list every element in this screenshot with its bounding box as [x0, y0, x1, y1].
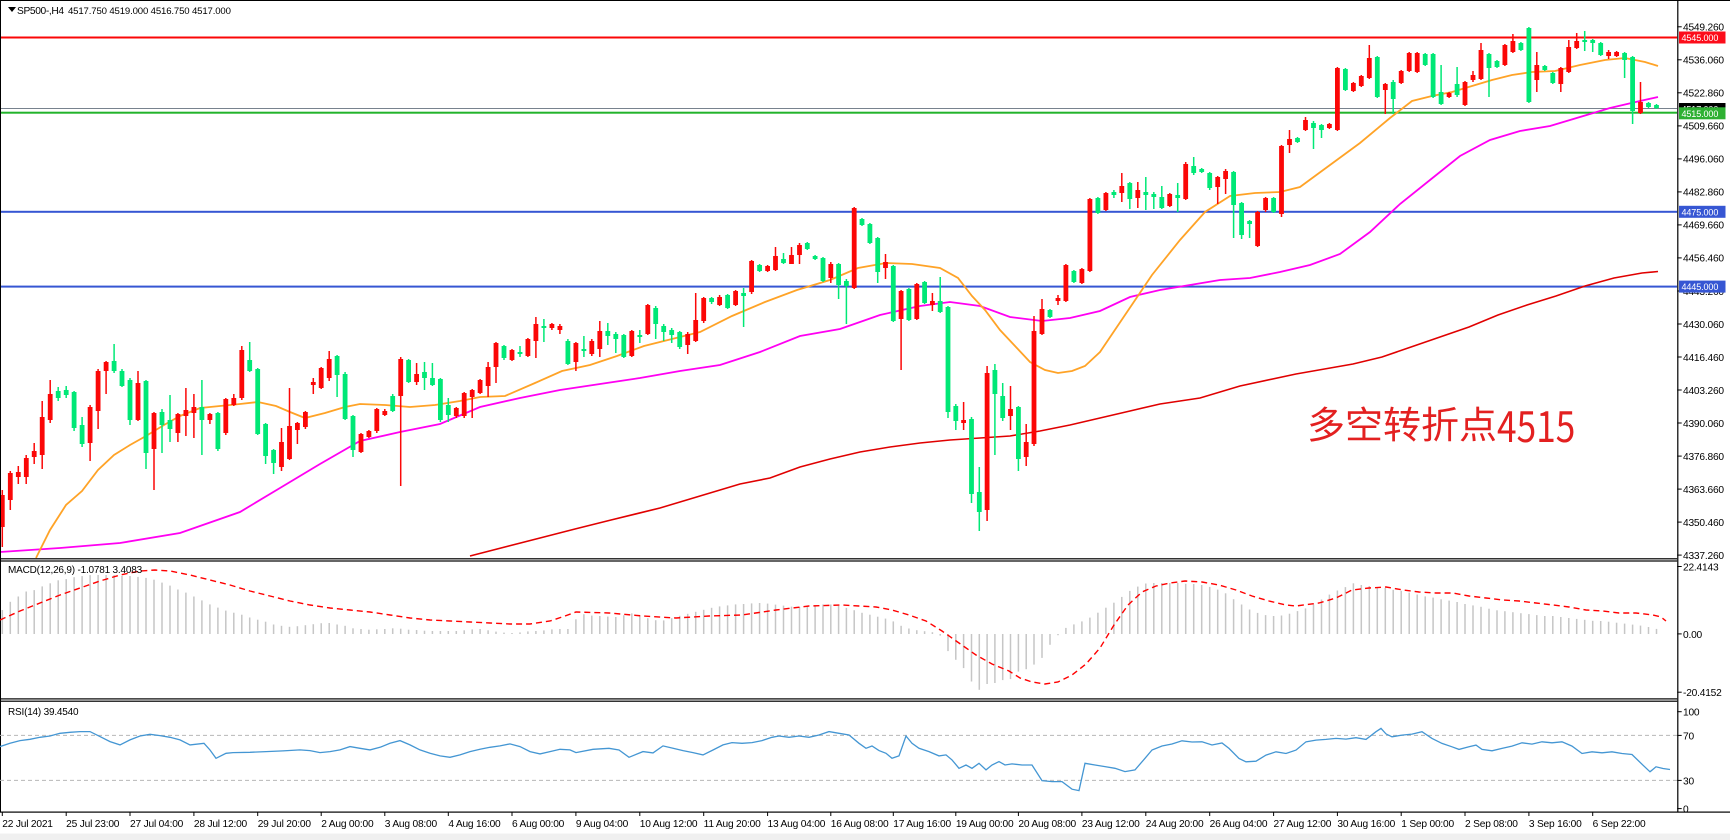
svg-text:70: 70	[1683, 731, 1694, 742]
svg-text:13 Aug 04:00: 13 Aug 04:00	[768, 819, 826, 830]
svg-text:100: 100	[1683, 708, 1700, 719]
svg-text:6 Sep 22:00: 6 Sep 22:00	[1593, 819, 1646, 830]
svg-text:23 Aug 12:00: 23 Aug 12:00	[1082, 819, 1140, 830]
svg-text:4475.000: 4475.000	[1682, 207, 1719, 217]
svg-text:22.4143: 22.4143	[1683, 563, 1719, 574]
svg-text:4376.860: 4376.860	[1683, 452, 1724, 463]
svg-text:30 Aug 16:00: 30 Aug 16:00	[1337, 819, 1395, 830]
svg-text:4363.660: 4363.660	[1683, 485, 1724, 496]
svg-text:4515.000: 4515.000	[1682, 109, 1719, 119]
svg-text:MACD(12,26,9) -1.0781 3.4083: MACD(12,26,9) -1.0781 3.4083	[8, 565, 143, 576]
svg-text:4549.260: 4549.260	[1683, 23, 1724, 34]
svg-text:24 Aug 20:00: 24 Aug 20:00	[1146, 819, 1204, 830]
svg-text:4456.460: 4456.460	[1683, 254, 1724, 265]
svg-text:27 Aug 12:00: 27 Aug 12:00	[1274, 819, 1332, 830]
svg-text:4403.260: 4403.260	[1683, 386, 1724, 397]
svg-text:19 Aug 00:00: 19 Aug 00:00	[956, 819, 1014, 830]
svg-text:4545.000: 4545.000	[1682, 33, 1719, 43]
svg-text:11 Aug 20:00: 11 Aug 20:00	[704, 819, 761, 830]
svg-text:22 Jul 2021: 22 Jul 2021	[2, 819, 53, 830]
svg-text:17 Aug 16:00: 17 Aug 16:00	[893, 819, 951, 830]
svg-text:4350.460: 4350.460	[1683, 518, 1724, 529]
svg-text:10 Aug 12:00: 10 Aug 12:00	[640, 819, 698, 830]
svg-text:SP500-,H4: SP500-,H4	[17, 6, 64, 17]
svg-text:RSI(14) 39.4540: RSI(14) 39.4540	[8, 707, 79, 718]
svg-text:4482.860: 4482.860	[1683, 188, 1724, 199]
svg-text:6 Aug 00:00: 6 Aug 00:00	[512, 819, 565, 830]
svg-text:9 Aug 04:00: 9 Aug 04:00	[576, 819, 629, 830]
svg-text:4469.660: 4469.660	[1683, 221, 1724, 232]
svg-text:-20.4152: -20.4152	[1683, 688, 1722, 699]
svg-text:26 Aug 04:00: 26 Aug 04:00	[1210, 819, 1268, 830]
svg-text:4416.460: 4416.460	[1683, 353, 1724, 364]
svg-text:27 Jul 04:00: 27 Jul 04:00	[130, 819, 184, 830]
svg-text:25 Jul 23:00: 25 Jul 23:00	[66, 819, 120, 830]
svg-text:4517.750 4519.000 4516.750 451: 4517.750 4519.000 4516.750 4517.000	[68, 6, 231, 17]
svg-text:4536.060: 4536.060	[1683, 56, 1724, 67]
svg-text:30: 30	[1683, 776, 1694, 787]
svg-text:3 Aug 08:00: 3 Aug 08:00	[385, 819, 438, 830]
svg-text:4 Aug 16:00: 4 Aug 16:00	[448, 819, 501, 830]
svg-text:4430.060: 4430.060	[1683, 320, 1724, 331]
svg-text:4496.060: 4496.060	[1683, 155, 1724, 166]
svg-text:4445.000: 4445.000	[1682, 282, 1719, 292]
svg-text:2 Sep 08:00: 2 Sep 08:00	[1465, 819, 1518, 830]
svg-text:4509.660: 4509.660	[1683, 122, 1724, 133]
svg-text:28 Jul 12:00: 28 Jul 12:00	[194, 819, 248, 830]
svg-text:4522.860: 4522.860	[1683, 89, 1724, 100]
svg-text:0: 0	[1683, 805, 1689, 816]
svg-text:16 Aug 08:00: 16 Aug 08:00	[831, 819, 889, 830]
svg-text:4390.060: 4390.060	[1683, 419, 1724, 430]
svg-text:0.00: 0.00	[1683, 630, 1703, 641]
svg-text:4337.260: 4337.260	[1683, 551, 1724, 562]
svg-text:29 Jul 20:00: 29 Jul 20:00	[258, 819, 312, 830]
svg-text:1 Sep 00:00: 1 Sep 00:00	[1401, 819, 1454, 830]
svg-text:3 Sep 16:00: 3 Sep 16:00	[1529, 819, 1582, 830]
svg-text:2 Aug 00:00: 2 Aug 00:00	[321, 819, 374, 830]
svg-text:20 Aug 08:00: 20 Aug 08:00	[1018, 819, 1076, 830]
